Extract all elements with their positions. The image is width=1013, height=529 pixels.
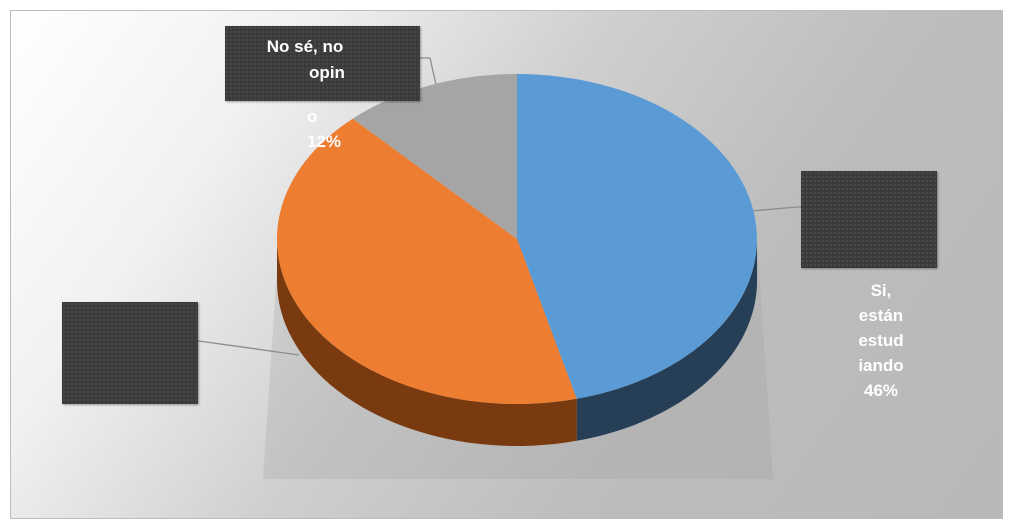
pie-top-faces bbox=[276, 74, 757, 404]
leader-line-slice-3 bbox=[420, 57, 438, 90]
label-line: iando bbox=[858, 356, 904, 375]
label-line: No sé, no bbox=[266, 37, 344, 56]
pie-side-walls bbox=[277, 239, 757, 446]
pie-slice-2 bbox=[276, 118, 577, 404]
chart-area: No sé, no opin o 12% Si, están estud ian… bbox=[10, 10, 1003, 519]
label-line: o bbox=[307, 107, 318, 126]
data-label-slice-3: No sé, no bbox=[235, 34, 375, 59]
slice-value: 46% bbox=[863, 381, 899, 400]
label-line: están bbox=[858, 306, 904, 325]
data-callout-slice-3 bbox=[225, 26, 420, 101]
data-label-slice-3-cont: opin bbox=[297, 60, 357, 85]
pie-chart-svg bbox=[188, 57, 811, 479]
data-label-slice-1: Si, están estud iando 46% bbox=[845, 278, 917, 403]
label-line: Si, bbox=[870, 281, 892, 300]
pie-slice-1 bbox=[517, 74, 757, 399]
pie-slice-side-1 bbox=[576, 239, 757, 441]
pie-slice-side-2 bbox=[277, 239, 577, 446]
data-callout-slice-1 bbox=[801, 171, 937, 268]
pie-slice-3 bbox=[352, 74, 517, 239]
label-line: opin bbox=[309, 63, 345, 82]
data-callout-slice-2 bbox=[62, 302, 198, 404]
data-label-slice-3-tail: o 12% bbox=[307, 104, 342, 154]
slice-value: 12% bbox=[307, 132, 342, 151]
label-line: estud bbox=[858, 331, 904, 350]
